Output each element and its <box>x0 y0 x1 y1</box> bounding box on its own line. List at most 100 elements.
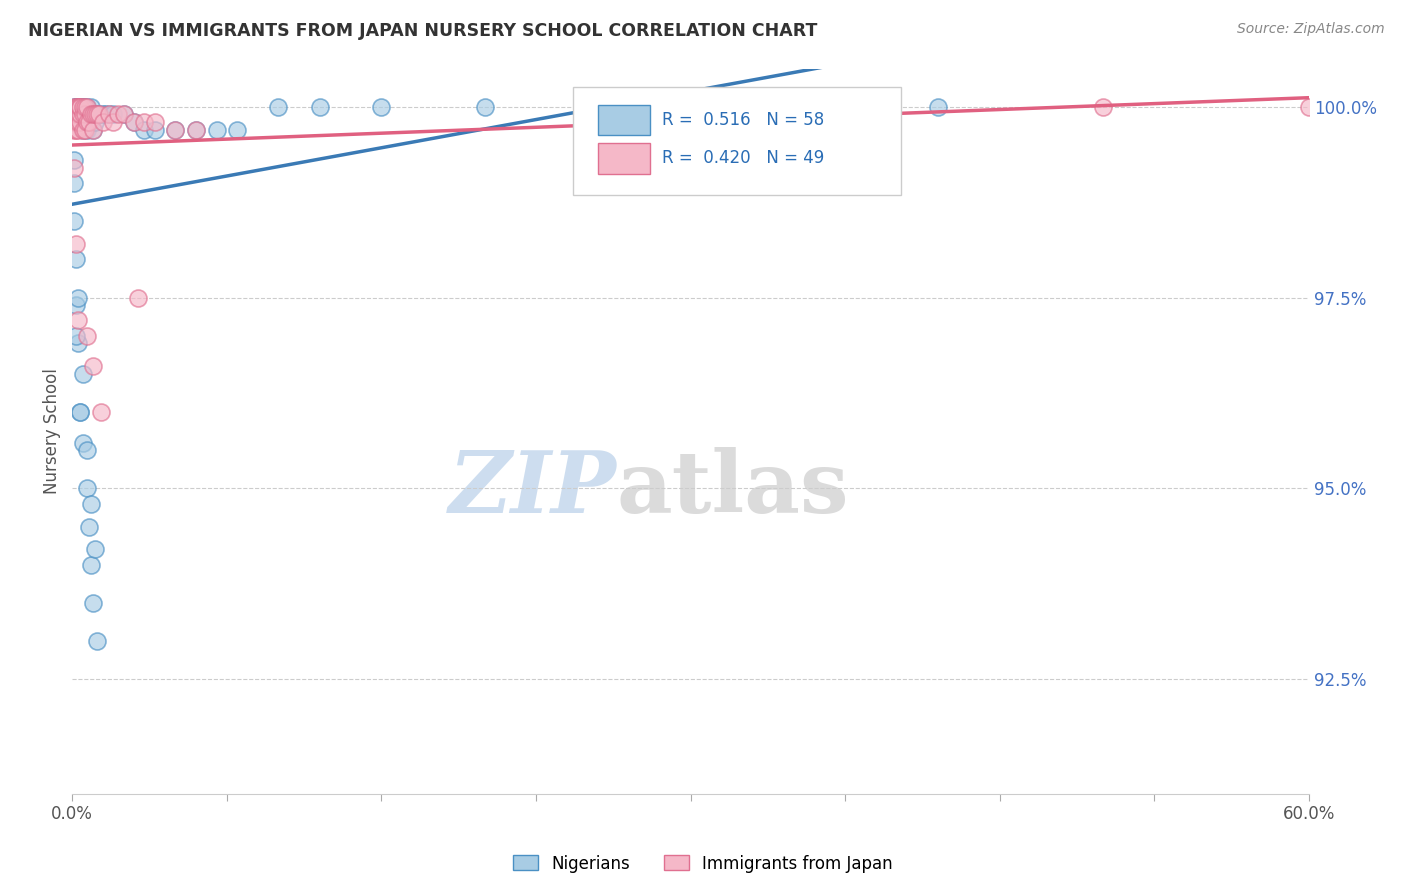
Point <box>69 107 91 121</box>
Point <box>76 115 98 129</box>
Point <box>1298 100 1320 114</box>
Point <box>69 107 91 121</box>
Point <box>165 122 187 136</box>
Point <box>370 100 392 114</box>
Point <box>72 107 94 121</box>
Point <box>72 435 94 450</box>
Y-axis label: Nursery School: Nursery School <box>44 368 60 494</box>
Point <box>69 405 91 419</box>
Point <box>127 291 149 305</box>
Point <box>63 214 86 228</box>
Point <box>143 115 166 129</box>
Point <box>927 100 949 114</box>
Point <box>112 107 135 121</box>
Point <box>69 405 91 419</box>
Point <box>308 100 330 114</box>
Point <box>82 359 104 374</box>
Point <box>65 115 87 129</box>
Point <box>103 107 125 121</box>
Point <box>65 100 87 114</box>
Point <box>134 115 156 129</box>
Point <box>91 115 114 129</box>
Point <box>67 100 90 114</box>
Point <box>76 100 98 114</box>
Point <box>67 100 90 114</box>
Point <box>87 107 110 121</box>
Point <box>72 107 94 121</box>
Point <box>73 100 96 114</box>
Point <box>72 115 94 129</box>
Point <box>65 115 87 129</box>
Point <box>67 115 90 129</box>
Point <box>72 122 94 136</box>
Point <box>82 122 104 136</box>
Point <box>65 100 87 114</box>
Point <box>165 122 187 136</box>
Point <box>82 122 104 136</box>
Text: Source: ZipAtlas.com: Source: ZipAtlas.com <box>1237 22 1385 37</box>
Point <box>65 237 87 252</box>
Text: ZIP: ZIP <box>449 448 616 531</box>
Point <box>90 405 112 419</box>
Point <box>77 519 100 533</box>
Point <box>67 336 90 351</box>
Point <box>98 107 121 121</box>
Point <box>72 100 94 114</box>
Point <box>80 107 103 121</box>
Point <box>63 122 86 136</box>
Point <box>576 100 599 114</box>
Point <box>73 107 96 121</box>
Point <box>65 298 87 312</box>
Point <box>69 100 91 114</box>
Point <box>67 107 90 121</box>
Point <box>82 596 104 610</box>
Point <box>103 115 125 129</box>
Point <box>87 107 110 121</box>
Point <box>86 107 108 121</box>
Text: R =  0.516   N = 58: R = 0.516 N = 58 <box>662 111 824 129</box>
Point <box>80 497 103 511</box>
Point <box>67 100 90 114</box>
Text: atlas: atlas <box>616 447 849 531</box>
Point <box>65 252 87 267</box>
Point <box>638 100 661 114</box>
Point <box>69 115 91 129</box>
Point <box>69 100 91 114</box>
Point <box>67 107 90 121</box>
Point <box>112 107 135 121</box>
Point <box>91 107 114 121</box>
Point <box>94 107 117 121</box>
Point <box>84 542 107 557</box>
Point <box>77 107 100 121</box>
Point <box>72 100 94 114</box>
Point <box>65 107 87 121</box>
Point <box>77 115 100 129</box>
Point <box>80 115 103 129</box>
Point <box>63 153 86 168</box>
Point <box>783 100 806 114</box>
Point <box>76 481 98 495</box>
Point <box>86 107 108 121</box>
Point <box>77 115 100 129</box>
Text: NIGERIAN VS IMMIGRANTS FROM JAPAN NURSERY SCHOOL CORRELATION CHART: NIGERIAN VS IMMIGRANTS FROM JAPAN NURSER… <box>28 22 817 40</box>
Point <box>63 161 86 175</box>
Point <box>72 100 94 114</box>
Point <box>67 291 90 305</box>
Point <box>63 115 86 129</box>
Point <box>67 115 90 129</box>
Point <box>76 122 98 136</box>
Point <box>67 122 90 136</box>
Point <box>741 100 763 114</box>
Point <box>65 328 87 343</box>
Point <box>82 107 104 121</box>
Point <box>67 100 90 114</box>
Point <box>122 115 145 129</box>
Point <box>98 107 121 121</box>
FancyBboxPatch shape <box>598 144 650 174</box>
Point <box>184 122 207 136</box>
Point <box>63 107 86 121</box>
Legend: Nigerians, Immigrants from Japan: Nigerians, Immigrants from Japan <box>506 848 900 880</box>
Point <box>205 122 228 136</box>
Point <box>73 115 96 129</box>
Point <box>73 107 96 121</box>
